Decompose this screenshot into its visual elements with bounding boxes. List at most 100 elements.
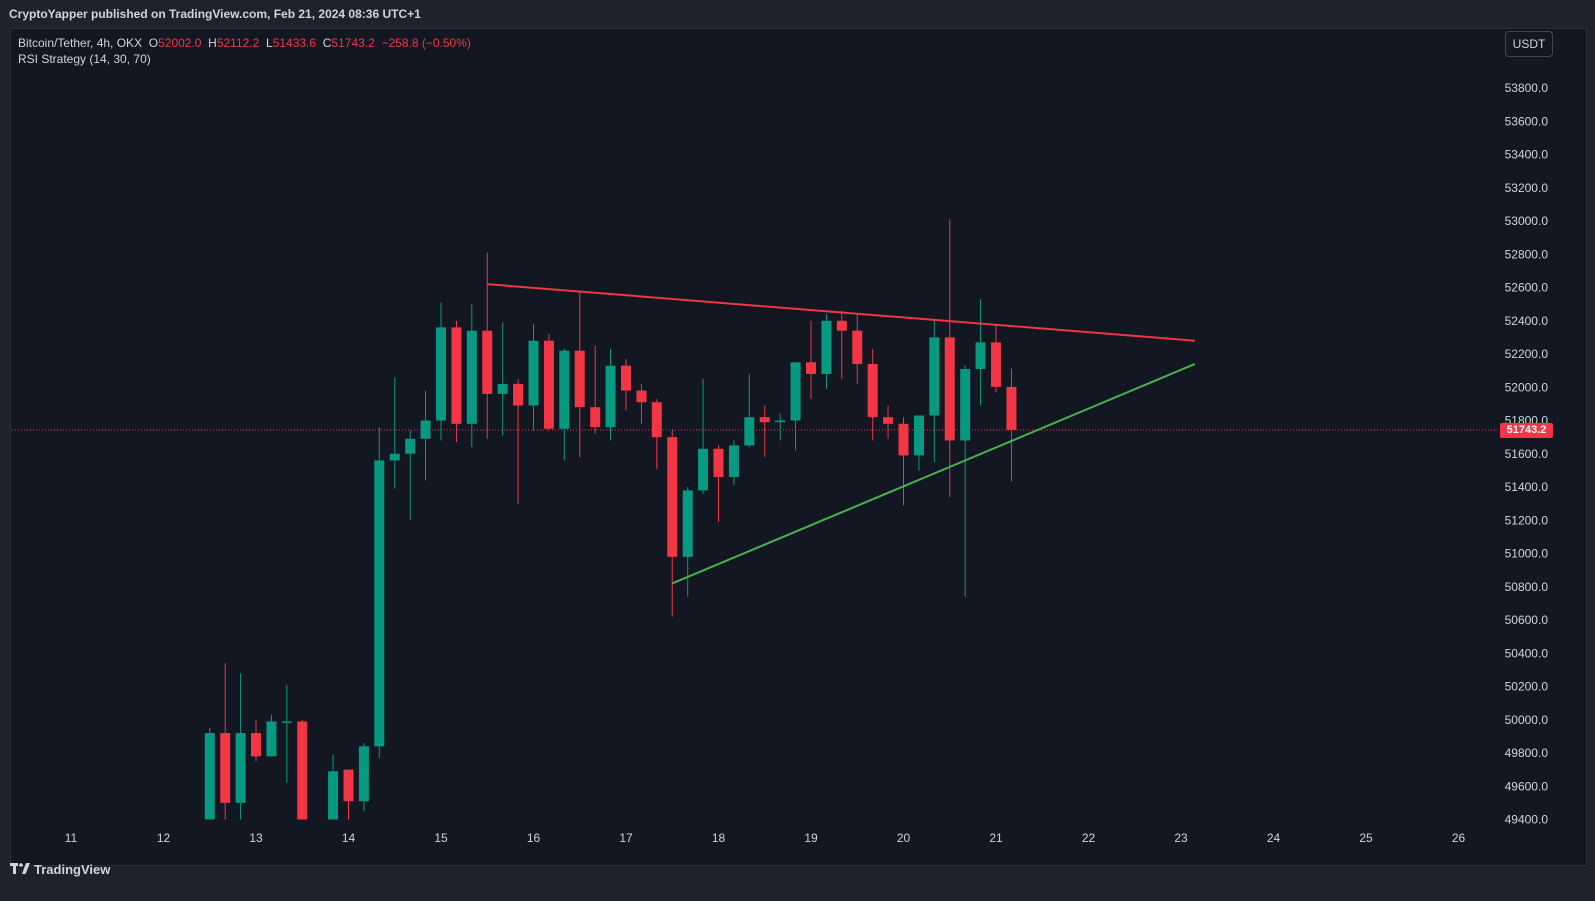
x-tick-label: 13 — [249, 831, 263, 845]
x-tick-label: 20 — [897, 831, 911, 845]
candle-body — [235, 733, 246, 803]
x-tick-label: 23 — [1174, 831, 1188, 845]
candle-body — [806, 362, 816, 374]
trendlines[interactable] — [487, 283, 1196, 585]
y-tick-label: 51600.0 — [1505, 447, 1549, 461]
y-tick-label: 53400.0 — [1505, 148, 1549, 162]
x-tick-label: 15 — [434, 831, 448, 845]
candle-body — [682, 490, 693, 557]
candle-body — [883, 417, 894, 424]
candle-body — [482, 330, 493, 394]
top-bar: CryptoYapper published on TradingView.co… — [0, 0, 1595, 28]
indicator-label[interactable]: RSI Strategy (14, 30, 70) — [18, 52, 151, 66]
y-tick-label: 52600.0 — [1505, 281, 1549, 295]
candles — [204, 219, 1017, 820]
candle-body — [944, 337, 955, 441]
candle-body — [728, 445, 739, 478]
candle-body — [636, 390, 647, 403]
tradingview-logo-icon — [10, 863, 30, 874]
x-tick-label: 25 — [1359, 831, 1373, 845]
candle-body — [1006, 386, 1017, 430]
candle-body — [420, 420, 431, 439]
low-value: 51433.6 — [272, 36, 317, 50]
y-tick-label: 49800.0 — [1505, 746, 1549, 760]
candle-body — [466, 330, 477, 424]
x-tick-label: 21 — [989, 831, 1003, 845]
x-tick-label: 22 — [1082, 831, 1096, 845]
candle-body — [204, 733, 215, 820]
x-tick-label: 14 — [342, 831, 356, 845]
candle-body — [590, 407, 601, 428]
candle-body — [651, 402, 662, 438]
y-tick-label: 53200.0 — [1505, 181, 1549, 195]
candle-body — [775, 420, 786, 423]
candle-body — [266, 721, 277, 757]
y-tick-label: 50800.0 — [1505, 580, 1549, 594]
candle-body — [328, 771, 339, 820]
candle-body — [913, 415, 924, 456]
candle-body — [389, 453, 400, 461]
candle-body — [574, 350, 585, 408]
candle-body — [297, 721, 308, 820]
candle-body — [960, 368, 971, 441]
last-price-tag: 51743.2 — [1500, 423, 1553, 438]
candle-body — [621, 365, 631, 391]
candle-body — [436, 327, 446, 421]
y-tick-label: 50400.0 — [1505, 646, 1549, 660]
tradingview-logo[interactable]: TradingView — [10, 861, 110, 877]
candle-body — [698, 448, 709, 491]
x-tick-label: 19 — [804, 831, 818, 845]
symbol-label[interactable]: Bitcoin/Tether, 4h, OKX — [18, 36, 143, 50]
resistance-trendline — [487, 283, 1195, 342]
candle-body — [713, 448, 724, 478]
y-tick-label: 52800.0 — [1505, 247, 1549, 261]
y-tick-label: 51200.0 — [1505, 513, 1549, 527]
candle-body — [836, 320, 847, 331]
high-value: 52112.2 — [216, 36, 260, 50]
y-tick-label: 50000.0 — [1505, 713, 1549, 727]
candle-body — [790, 362, 801, 421]
price-axis[interactable]: 53800.0 53600.0 53400.0 53200.0 53000.0 52800… — [1505, 81, 1549, 827]
y-tick-label: 49600.0 — [1505, 779, 1549, 793]
x-tick-label: 12 — [157, 831, 171, 845]
x-tick-label: 16 — [527, 831, 541, 845]
candle-body — [374, 460, 385, 747]
currency-button[interactable]: USDT — [1505, 31, 1553, 57]
candle-body — [821, 320, 832, 374]
brand-text: TradingView — [34, 861, 111, 877]
publisher-caption: CryptoYapper published on TradingView.co… — [9, 7, 421, 21]
open-value: 52002.0 — [158, 36, 202, 50]
y-tick-label: 50200.0 — [1505, 680, 1549, 694]
close-key: C — [322, 36, 332, 50]
candle-body — [605, 365, 616, 428]
support-trendline — [671, 363, 1196, 585]
close-value: 51743.2 — [331, 36, 375, 50]
low-key: L — [266, 36, 273, 50]
candle-body — [991, 342, 1001, 387]
candle-body — [343, 769, 354, 802]
open-key: O — [148, 36, 159, 50]
candle-body — [975, 342, 986, 369]
y-tick-label: 49400.0 — [1505, 813, 1549, 827]
y-tick-label: 52400.0 — [1505, 314, 1549, 328]
candle-body — [451, 327, 462, 424]
y-tick-label: 53800.0 — [1505, 81, 1549, 95]
time-axis[interactable]: 11 12 13 14 15 16 17 18 19 20 21 22 23 24 25 26 — [65, 831, 1466, 845]
candle-body — [898, 423, 909, 456]
candle-body — [852, 330, 863, 364]
bottom-bar — [0, 866, 1595, 901]
candle-body — [251, 733, 261, 757]
x-tick-label: 26 — [1452, 831, 1466, 845]
candle-body — [281, 721, 292, 723]
y-tick-label: 52200.0 — [1505, 347, 1549, 361]
candle-body — [744, 417, 755, 446]
x-tick-label: 18 — [712, 831, 726, 845]
y-tick-label: 52000.0 — [1505, 380, 1549, 394]
high-key: H — [208, 36, 217, 50]
y-tick-label: 53600.0 — [1505, 114, 1549, 128]
candle-body — [220, 733, 231, 803]
candle-body — [528, 340, 539, 406]
x-tick-label: 17 — [619, 831, 633, 845]
y-tick-label: 51000.0 — [1505, 547, 1549, 561]
